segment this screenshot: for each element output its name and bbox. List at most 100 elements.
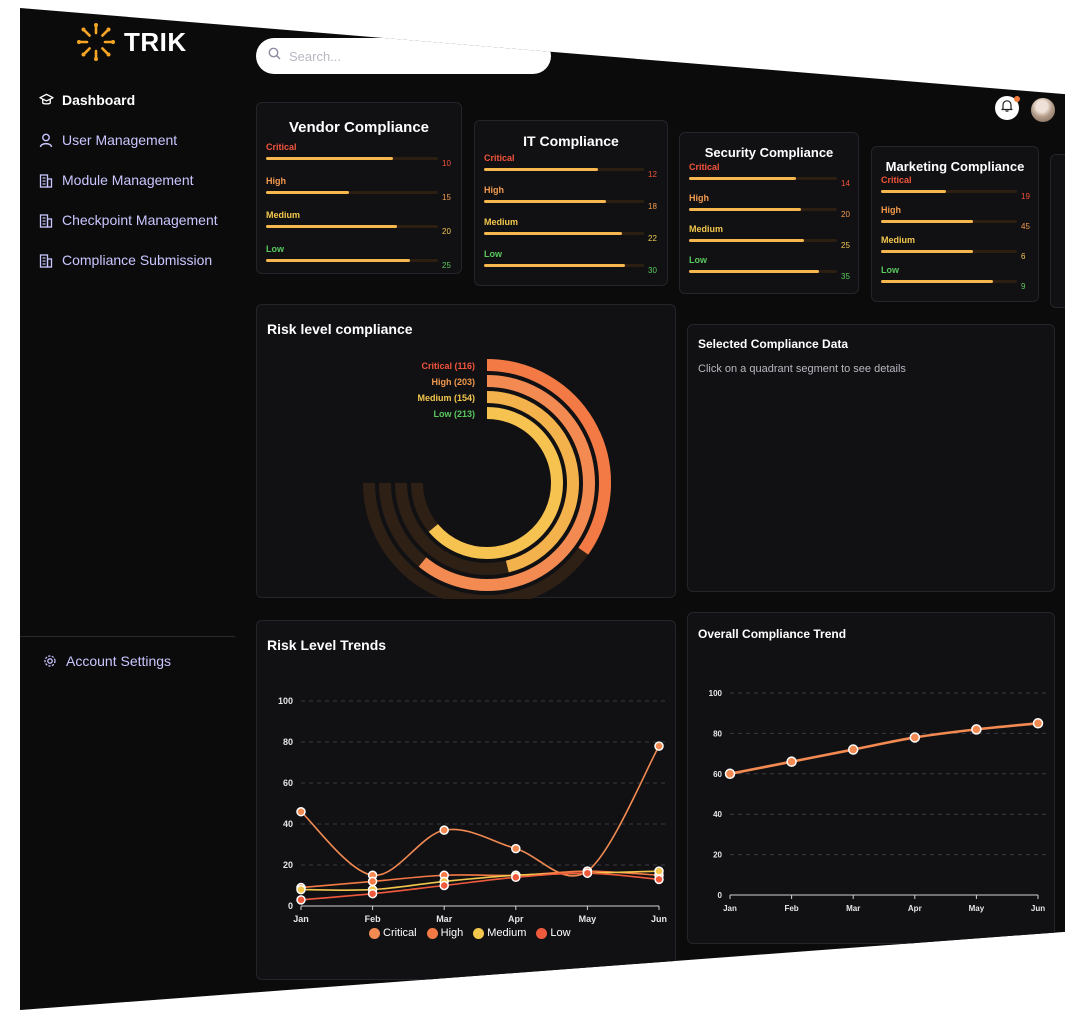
- risk-count: 9: [1021, 282, 1026, 291]
- y-tick-label: 40: [283, 819, 293, 829]
- progress-fill: [881, 250, 974, 253]
- compliance-row-medium: Medium 20: [266, 210, 461, 244]
- progress-bar: [484, 200, 644, 203]
- risk-count: 14: [841, 179, 850, 188]
- progress-fill: [689, 208, 802, 211]
- progress-bar: [881, 220, 1017, 223]
- risk-level-label: Medium: [484, 217, 519, 227]
- account-settings-button[interactable]: Account Settings: [42, 653, 171, 669]
- risk-count: 6: [1021, 252, 1026, 261]
- risk-count: 15: [442, 193, 451, 202]
- sidebar-divider: [20, 636, 235, 637]
- risk-count: 30: [648, 266, 657, 275]
- compliance-row-low: Low 9: [881, 265, 1038, 295]
- data-point[interactable]: [367, 888, 378, 899]
- risk-level-label: Critical: [689, 162, 720, 172]
- x-tick-label: Feb: [784, 904, 798, 913]
- data-point[interactable]: [296, 895, 306, 905]
- legend-item-low[interactable]: Low: [536, 927, 571, 939]
- data-point[interactable]: [511, 872, 521, 883]
- data-point[interactable]: [724, 768, 736, 780]
- data-point[interactable]: [847, 744, 859, 755]
- risk-count: 19: [1021, 192, 1030, 201]
- legend-item-medium[interactable]: Medium: [473, 927, 526, 939]
- radial-bar-low[interactable]: [428, 407, 563, 559]
- risk-level-label: Critical: [484, 153, 515, 163]
- legend-label: Critical: [383, 927, 417, 939]
- user-icon: [38, 132, 54, 148]
- risk-level-label: Medium: [689, 224, 724, 234]
- panel-title: Selected Compliance Data: [698, 337, 849, 351]
- radial-bar-medium[interactable]: [486, 391, 579, 573]
- y-tick-label: 100: [709, 689, 723, 698]
- it-compliance-card: IT Compliance Critical 12 High 18 Medium 22 Lo…: [474, 120, 668, 286]
- notifications-button[interactable]: [995, 96, 1020, 120]
- search-bar[interactable]: [256, 38, 551, 74]
- progress-bar: [689, 177, 837, 180]
- data-point[interactable]: [511, 843, 521, 854]
- data-point[interactable]: [786, 756, 797, 767]
- sidebar-item-module-management[interactable]: Module Management: [38, 168, 238, 192]
- progress-fill: [484, 264, 625, 267]
- compliance-row-critical: Critical 19: [881, 175, 1038, 205]
- radial-bar-high[interactable]: [418, 375, 595, 591]
- y-tick-label: 20: [713, 851, 722, 860]
- data-point[interactable]: [582, 868, 593, 878]
- series-line-critical: [300, 745, 660, 877]
- data-point[interactable]: [654, 741, 664, 751]
- legend-item-critical[interactable]: Critical: [369, 927, 417, 939]
- progress-bar: [689, 270, 837, 273]
- progress-fill: [266, 225, 397, 228]
- progress-bar: [484, 264, 644, 267]
- series-line-overall: [729, 722, 1039, 776]
- card-title: Security Compliance: [704, 145, 834, 160]
- compliance-row-critical: Critical 12: [484, 153, 667, 185]
- data-point[interactable]: [654, 874, 664, 885]
- progress-fill: [689, 177, 796, 180]
- notification-dot: [1014, 96, 1020, 102]
- data-point[interactable]: [1032, 718, 1044, 729]
- x-tick-label: May: [969, 904, 985, 913]
- x-tick-label: Apr: [508, 914, 524, 924]
- progress-bar: [689, 239, 837, 242]
- x-tick-label: Jun: [651, 914, 667, 924]
- search-input[interactable]: [289, 48, 519, 64]
- y-tick-label: 40: [713, 810, 722, 819]
- sidebar-item-compliance-submission[interactable]: Compliance Submission: [38, 248, 238, 272]
- data-point[interactable]: [654, 866, 664, 876]
- data-point[interactable]: [367, 876, 378, 887]
- risk-level-label: High: [484, 185, 504, 195]
- data-point[interactable]: [439, 880, 449, 891]
- risk-count: 22: [648, 234, 657, 243]
- risk-level-compliance-panel: Risk level compliance Critical (116) High…: [256, 304, 676, 599]
- sidebar-item-user-management[interactable]: User Management: [38, 128, 238, 152]
- data-point[interactable]: [909, 732, 921, 743]
- progress-fill: [689, 270, 820, 273]
- legend-swatch: [426, 927, 438, 939]
- data-point[interactable]: [296, 884, 306, 895]
- gear-icon: [42, 653, 58, 669]
- sidebar-item-dashboard[interactable]: Dashboard: [38, 88, 238, 112]
- y-tick-label: 60: [283, 778, 293, 788]
- y-tick-label: 20: [283, 860, 293, 870]
- radial-bar-critical[interactable]: [486, 359, 611, 555]
- risk-count: 45: [1021, 222, 1030, 231]
- building-icon: [38, 212, 54, 228]
- legend-item-high[interactable]: High: [426, 927, 463, 939]
- data-point[interactable]: [439, 825, 449, 835]
- legend-swatch: [369, 927, 380, 939]
- card-title: Vendor Compliance: [288, 119, 430, 136]
- avatar[interactable]: [1031, 98, 1055, 122]
- risk-level-label: High: [689, 193, 709, 203]
- risk-level-label: Medium: [881, 235, 916, 245]
- sidebar-item-checkpoint-management[interactable]: Checkpoint Management: [38, 208, 238, 232]
- risk-count: 25: [442, 261, 451, 270]
- data-point[interactable]: [296, 806, 306, 817]
- x-tick-label: Jun: [1031, 904, 1045, 913]
- progress-bar: [881, 190, 1017, 193]
- compliance-row-medium: Medium 22: [484, 217, 667, 249]
- data-point[interactable]: [971, 724, 982, 735]
- vendor-compliance-card: Vendor Compliance Critical 10 High 15 Medium…: [256, 102, 462, 274]
- risk-count: 20: [841, 210, 850, 219]
- panel-title: Risk level compliance: [267, 321, 413, 337]
